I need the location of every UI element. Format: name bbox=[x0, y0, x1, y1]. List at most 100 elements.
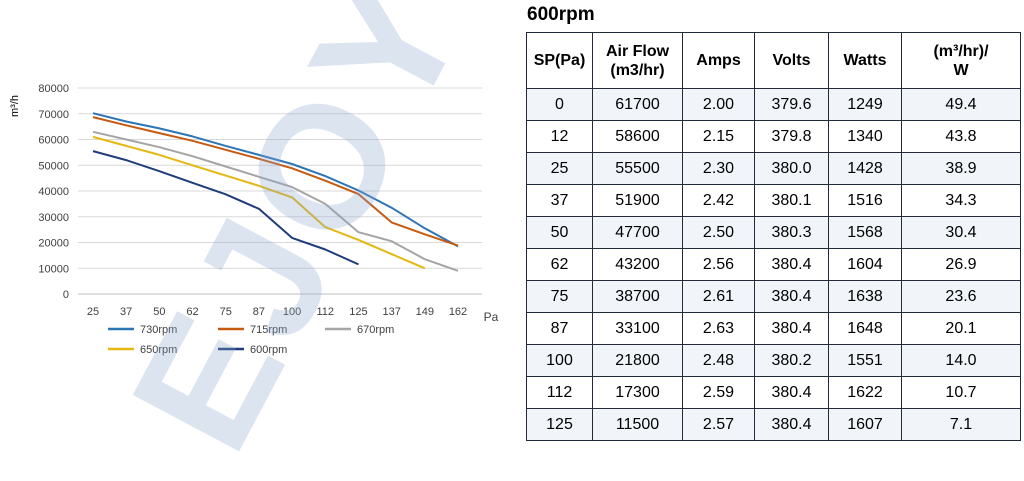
table-cell: 55500 bbox=[592, 152, 683, 185]
table-cell: 2.42 bbox=[682, 184, 755, 217]
column-header: Air Flow (m3/hr) bbox=[592, 32, 683, 89]
table-cell: 14.0 bbox=[901, 344, 1021, 377]
table-cell: 1604 bbox=[828, 248, 902, 281]
table-cell: 1622 bbox=[828, 376, 902, 409]
table-cell: 2.50 bbox=[682, 216, 755, 249]
column-header-text: Watts bbox=[843, 52, 887, 69]
table-cell: 38.9 bbox=[901, 152, 1021, 185]
table-cell: 21800 bbox=[592, 344, 683, 377]
table-header-row: SP(Pa) Air Flow (m3/hr) Amps Volts Watts (m³/h… bbox=[526, 32, 1021, 89]
table-cell: 125 bbox=[526, 408, 593, 441]
x-tick-label: 75 bbox=[220, 306, 232, 318]
table-cell: 50 bbox=[526, 216, 593, 249]
table-cell: 25 bbox=[526, 152, 593, 185]
table-cell: 379.6 bbox=[754, 88, 829, 121]
table-cell: 87 bbox=[526, 312, 593, 345]
y-tick-label: 80000 bbox=[38, 83, 69, 95]
column-header-text: (m3/hr) bbox=[610, 61, 665, 79]
series-line bbox=[92, 116, 459, 247]
y-tick-label: 40000 bbox=[38, 186, 69, 198]
table-cell: 49.4 bbox=[901, 88, 1021, 121]
table-cell: 2.61 bbox=[682, 280, 755, 313]
column-header-text: (m³/hr)/ bbox=[933, 42, 989, 60]
y-axis-label: m³/h bbox=[9, 95, 21, 117]
table-cell: 379.8 bbox=[754, 120, 829, 153]
table-cell: 1568 bbox=[828, 216, 902, 249]
table-cell: 23.6 bbox=[901, 280, 1021, 313]
column-header: (m³/hr)/W bbox=[901, 32, 1021, 89]
x-tick-label: 87 bbox=[253, 306, 265, 318]
x-tick-label: 37 bbox=[120, 306, 132, 318]
table-row: 125 11500 2.57 380.4 1607 7.1 bbox=[526, 408, 1021, 441]
series-line bbox=[92, 135, 426, 270]
table-row: 87 33100 2.63 380.4 1648 20.1 bbox=[526, 312, 1021, 345]
series-line bbox=[92, 112, 459, 248]
column-header-text: Air Flow bbox=[605, 42, 670, 60]
y-tick-label: 20000 bbox=[38, 238, 69, 250]
chart-svg: 0 10000 20000 30000 40000 50000 60000 70000 8000… bbox=[9, 83, 499, 356]
x-tick-label: 162 bbox=[449, 306, 467, 318]
table-cell: 61700 bbox=[592, 88, 683, 121]
x-axis-label: Pa bbox=[484, 310, 499, 324]
table-cell: 1607 bbox=[828, 408, 902, 441]
table-cell: 380.4 bbox=[754, 376, 829, 409]
column-header: Amps bbox=[682, 32, 755, 89]
y-tick-label: 50000 bbox=[38, 160, 69, 172]
column-header: SP(Pa) bbox=[526, 32, 593, 89]
table-cell: 2.30 bbox=[682, 152, 755, 185]
table-row: 25 55500 2.30 380.0 1428 38.9 bbox=[526, 152, 1021, 185]
table-cell: 0 bbox=[526, 88, 593, 121]
table-cell: 1551 bbox=[828, 344, 902, 377]
table-cell: 58600 bbox=[592, 120, 683, 153]
column-header-text: W bbox=[953, 61, 969, 79]
y-tick-label: 30000 bbox=[38, 212, 69, 224]
table-cell: 1516 bbox=[828, 184, 902, 217]
table-cell: 34.3 bbox=[901, 184, 1021, 217]
column-header: Volts bbox=[754, 32, 829, 89]
table-cell: 2.48 bbox=[682, 344, 755, 377]
legend-label: 715rpm bbox=[250, 324, 287, 336]
x-tick-label: 62 bbox=[186, 306, 198, 318]
y-tick-label: 0 bbox=[63, 289, 69, 301]
table-cell: 2.56 bbox=[682, 248, 755, 281]
table-cell: 33100 bbox=[592, 312, 683, 345]
table-cell: 20.1 bbox=[901, 312, 1021, 345]
table-cell: 380.4 bbox=[754, 248, 829, 281]
table-cell: 7.1 bbox=[901, 408, 1021, 441]
table-cell: 30.4 bbox=[901, 216, 1021, 249]
x-tick-label: 125 bbox=[349, 306, 367, 318]
y-tick-label: 10000 bbox=[38, 263, 69, 275]
table-row: 12 58600 2.15 379.8 1340 43.8 bbox=[526, 120, 1021, 153]
series-line bbox=[92, 130, 459, 272]
performance-table: SP(Pa) Air Flow (m3/hr) Amps Volts Watts (m³/h… bbox=[526, 32, 1021, 441]
table-cell: 380.0 bbox=[754, 152, 829, 185]
x-tick-label: 137 bbox=[382, 306, 400, 318]
table-cell: 1428 bbox=[828, 152, 902, 185]
table-cell: 380.4 bbox=[754, 408, 829, 441]
y-tick-label: 60000 bbox=[38, 135, 69, 147]
table-title: 600rpm bbox=[527, 4, 595, 25]
table-row: 62 43200 2.56 380.4 1604 26.9 bbox=[526, 248, 1021, 281]
table-cell: 2.00 bbox=[682, 88, 755, 121]
table-cell: 380.3 bbox=[754, 216, 829, 249]
column-header: Watts bbox=[828, 32, 902, 89]
x-tick-label: 112 bbox=[316, 306, 334, 318]
table-cell: 380.2 bbox=[754, 344, 829, 377]
y-tick-label: 70000 bbox=[38, 109, 69, 121]
table-cell: 37 bbox=[526, 184, 593, 217]
legend-label: 730rpm bbox=[140, 324, 177, 336]
table-cell: 11500 bbox=[592, 408, 683, 441]
column-header-text: SP(Pa) bbox=[533, 52, 586, 69]
column-header-text: Volts bbox=[772, 52, 811, 69]
table-row: 75 38700 2.61 380.4 1638 23.6 bbox=[526, 280, 1021, 313]
table-cell: 43200 bbox=[592, 248, 683, 281]
table-row: 0 61700 2.00 379.6 1249 49.4 bbox=[526, 88, 1021, 121]
series-line bbox=[92, 150, 359, 266]
table-cell: 100 bbox=[526, 344, 593, 377]
table-cell: 380.4 bbox=[754, 280, 829, 313]
table-row: 100 21800 2.48 380.2 1551 14.0 bbox=[526, 344, 1021, 377]
table-cell: 2.15 bbox=[682, 120, 755, 153]
table-cell: 2.59 bbox=[682, 376, 755, 409]
table-cell: 112 bbox=[526, 376, 593, 409]
table-cell: 380.1 bbox=[754, 184, 829, 217]
